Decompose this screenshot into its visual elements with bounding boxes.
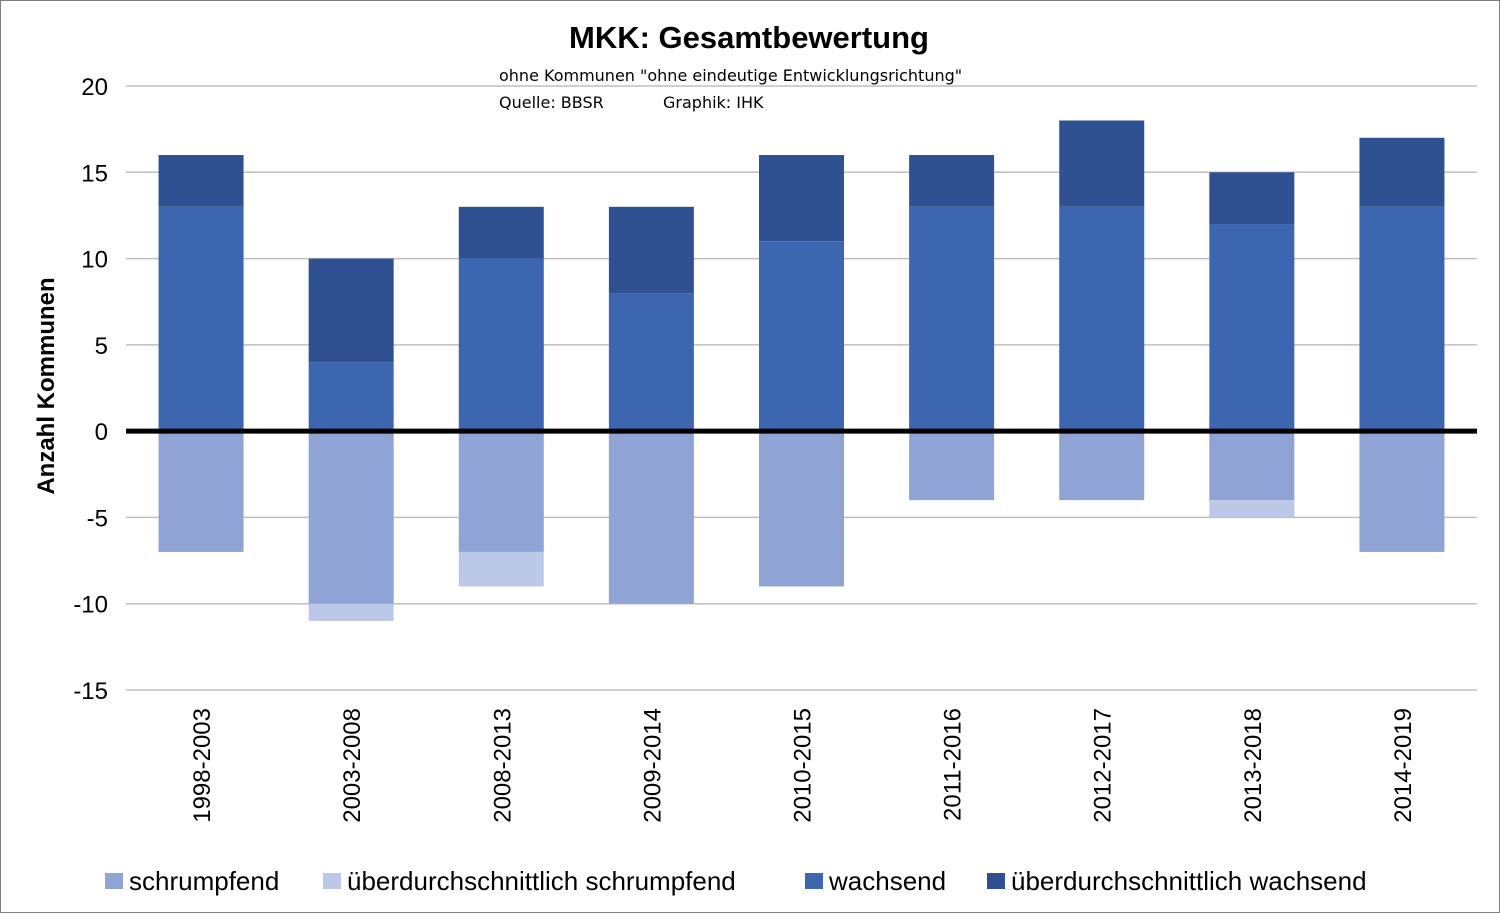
- bar-segment: [458, 258, 544, 432]
- bar-segment: [1059, 206, 1145, 432]
- bar-segment: [1059, 431, 1145, 501]
- bar-segment: [1059, 120, 1145, 207]
- y-tick-label: 5: [95, 333, 108, 360]
- bar-segment: [909, 206, 995, 432]
- bar-segment: [608, 293, 694, 432]
- legend-swatch: [987, 873, 1005, 889]
- y-tick-label: -5: [87, 505, 108, 532]
- y-tick-label: 0: [95, 419, 108, 446]
- x-tick-label: 1998-2003: [189, 708, 216, 823]
- x-tick-label: 2008-2013: [489, 708, 516, 823]
- bar-segment: [1209, 431, 1295, 501]
- x-tick-label: 2013-2018: [1240, 708, 1267, 823]
- y-tick-label: 10: [81, 247, 108, 274]
- bar-segment: [158, 155, 244, 207]
- x-tick-label: 2003-2008: [339, 708, 366, 823]
- bar-segment: [909, 431, 995, 501]
- bar-segment: [1359, 431, 1445, 552]
- bar-segment: [1359, 137, 1445, 207]
- bar-segment: [759, 241, 844, 432]
- bar-segment: [1359, 206, 1445, 432]
- bar-segment: [458, 551, 544, 587]
- legend-label: wachsend: [828, 866, 946, 896]
- bar-segment: [608, 431, 694, 604]
- y-tick-label: -15: [73, 678, 108, 705]
- chart-source: Quelle: BBSR: [499, 93, 604, 112]
- x-axis-ticks: 1998-2003 2003-2008 2008-2013 2009-2014 2010…: [189, 708, 1417, 823]
- bar-segment: [759, 155, 844, 242]
- bar-segment: [308, 258, 394, 363]
- bar-segment: [308, 362, 394, 432]
- y-tick-label: 20: [81, 74, 108, 101]
- legend: schrumpfend überdurchschnittlich schrumpf…: [105, 866, 1367, 896]
- legend-label: schrumpfend: [129, 866, 279, 896]
- x-tick-label: 2010-2015: [790, 708, 817, 823]
- x-tick-label: 2014-2019: [1390, 708, 1417, 823]
- bar-segment: [308, 603, 394, 621]
- bar-segment: [1209, 172, 1295, 225]
- bar-segment: [1209, 500, 1295, 518]
- chart-title: MKK: Gesamtbewertung: [569, 20, 929, 55]
- y-tick-label: -10: [73, 592, 108, 619]
- bar-segment: [608, 206, 694, 294]
- legend-swatch: [105, 873, 123, 889]
- x-tick-label: 2012-2017: [1090, 708, 1117, 823]
- bar-segment: [158, 431, 244, 552]
- y-tick-label: 15: [81, 160, 108, 187]
- legend-label: überdurchschnittlich wachsend: [1011, 866, 1367, 896]
- bar-segment: [158, 206, 244, 432]
- legend-swatch: [805, 873, 823, 889]
- legend-swatch: [323, 873, 341, 889]
- legend-label: überdurchschnittlich schrumpfend: [347, 866, 736, 896]
- bar-segment: [458, 431, 544, 552]
- x-tick-label: 2011-2016: [940, 708, 967, 821]
- bar-segment: [909, 155, 995, 207]
- bars: [158, 120, 1445, 621]
- chart-subtitle: ohne Kommunen "ohne eindeutige Entwicklu…: [499, 66, 962, 85]
- y-axis-ticks: 20 15 10 5 0 -5 -10 -15: [73, 74, 108, 705]
- bar-segment: [458, 206, 544, 259]
- chart-graphic-credit: Graphik: IHK: [663, 93, 764, 112]
- bar-segment: [759, 431, 844, 587]
- y-axis-label: Anzahl Kommunen: [33, 277, 60, 494]
- bar-segment: [1209, 224, 1295, 432]
- x-tick-label: 2009-2014: [639, 708, 666, 823]
- bar-segment: [308, 431, 394, 604]
